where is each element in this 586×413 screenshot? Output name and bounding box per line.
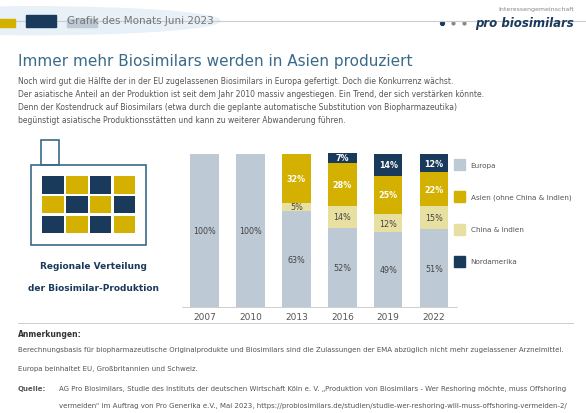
Text: 28%: 28%	[333, 181, 352, 190]
Bar	[114, 216, 135, 234]
Bar	[114, 197, 135, 214]
Text: Europa beinhaltet EU, Großbritannien und Schweiz.: Europa beinhaltet EU, Großbritannien und…	[18, 365, 197, 370]
Text: vermeiden“ im Auftrag von Pro Generika e.V., Mai 2023, https://probiosimilars.de: vermeiden“ im Auftrag von Pro Generika e…	[59, 402, 567, 408]
Bar	[420, 155, 448, 173]
Bar	[43, 216, 64, 234]
Bar	[328, 164, 356, 207]
Bar	[374, 176, 403, 214]
Text: 52%: 52%	[333, 263, 352, 273]
Text: Regionale Verteilung: Regionale Verteilung	[40, 261, 147, 271]
Text: 22%: 22%	[424, 185, 444, 195]
Text: Berechnungsbasis für biopharmazeutische Originalprodukte und Biosimilars sind di: Berechnungsbasis für biopharmazeutische …	[18, 346, 563, 352]
Text: AG Pro Biosimilars, Studie des Instituts der deutschen Wirtschaft Köln e. V. „Pr: AG Pro Biosimilars, Studie des Instituts…	[59, 385, 567, 391]
Bar	[66, 197, 88, 214]
Text: China & Indien: China & Indien	[471, 227, 523, 233]
Bar	[90, 216, 111, 234]
Text: Anmerkungen:: Anmerkungen:	[18, 330, 81, 338]
Bar	[454, 256, 465, 268]
Bar	[66, 216, 88, 234]
Bar	[328, 153, 356, 164]
Text: 14%: 14%	[379, 161, 398, 170]
Text: 14%: 14%	[333, 213, 351, 222]
Bar	[374, 155, 403, 176]
Text: Interessengemeinschaft: Interessengemeinschaft	[499, 7, 574, 12]
Text: 32%: 32%	[287, 175, 306, 184]
Bar	[454, 224, 465, 235]
Bar	[420, 207, 448, 230]
Bar	[236, 155, 265, 308]
Bar	[26, 16, 56, 28]
Bar	[0, 20, 15, 28]
Bar	[328, 207, 356, 228]
Bar	[43, 197, 64, 214]
Text: 25%: 25%	[379, 191, 398, 200]
Bar	[90, 197, 111, 214]
Bar	[282, 204, 311, 211]
Bar	[43, 177, 64, 194]
Text: Grafik des Monats Juni 2023: Grafik des Monats Juni 2023	[67, 16, 214, 26]
Text: 51%: 51%	[425, 264, 443, 273]
Text: 49%: 49%	[379, 266, 397, 275]
Text: 5%: 5%	[290, 203, 303, 212]
Text: Nordamerika: Nordamerika	[471, 259, 517, 265]
Bar	[374, 233, 403, 308]
Text: Europa: Europa	[471, 162, 496, 168]
Text: der Biosimilar-Produktion: der Biosimilar-Produktion	[28, 283, 159, 292]
Text: Quelle:: Quelle:	[18, 385, 46, 391]
Text: 12%: 12%	[425, 159, 444, 169]
Text: 15%: 15%	[425, 214, 443, 223]
Text: 12%: 12%	[379, 219, 397, 228]
Bar	[454, 192, 465, 203]
Bar	[420, 230, 448, 308]
Text: Asien (ohne China & Indien): Asien (ohne China & Indien)	[471, 194, 571, 201]
Text: 63%: 63%	[288, 255, 305, 264]
Bar	[282, 211, 311, 308]
Bar	[454, 160, 465, 171]
Bar	[282, 155, 311, 204]
Text: pro biosimilars: pro biosimilars	[475, 17, 574, 30]
Bar	[328, 228, 356, 308]
Text: 7%: 7%	[336, 154, 349, 163]
Text: 100%: 100%	[239, 227, 262, 236]
Text: Immer mehr Biosimilars werden in Asien produziert: Immer mehr Biosimilars werden in Asien p…	[18, 53, 412, 69]
Bar	[190, 155, 219, 308]
Bar	[114, 177, 135, 194]
Bar	[66, 177, 88, 194]
Text: 100%: 100%	[193, 227, 216, 236]
Bar	[90, 177, 111, 194]
Bar	[67, 19, 97, 28]
Circle shape	[0, 8, 220, 36]
Bar	[420, 173, 448, 207]
Bar	[374, 214, 403, 233]
Text: Noch wird gut die Hälfte der in der EU zugelassenen Biosimilars in Europa gefert: Noch wird gut die Hälfte der in der EU z…	[18, 76, 483, 125]
